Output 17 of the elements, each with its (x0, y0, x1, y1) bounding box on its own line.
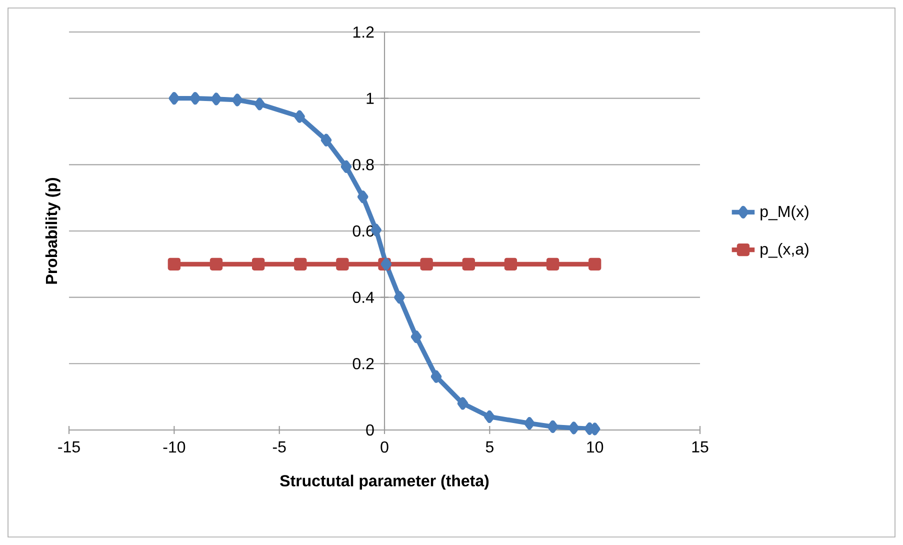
y-tick-label: 0.2 (352, 358, 374, 370)
y-axis-title: Probability (p) (45, 178, 60, 284)
x-tick-label: -15 (58, 441, 80, 453)
x-tick-label: 5 (486, 441, 494, 453)
x-tick-label: 0 (380, 441, 388, 453)
x-tick-label: -10 (163, 441, 186, 453)
x-tick-label: 10 (587, 441, 604, 453)
x-tick-label: -5 (272, 441, 286, 453)
y-tick-label: 0.8 (352, 159, 374, 170)
y-tick-label: 1 (366, 92, 374, 104)
y-tick-label: 0 (366, 424, 374, 436)
y-tick-label: 0.4 (352, 292, 374, 303)
y-tick-label: 1.2 (353, 26, 374, 38)
x-axis-title: Structutal parameter (theta) (280, 474, 489, 490)
legend-label: p_M(x) (760, 205, 808, 220)
x-tick-label: 15 (692, 441, 708, 453)
legend-label: p_(x,a) (760, 243, 808, 258)
